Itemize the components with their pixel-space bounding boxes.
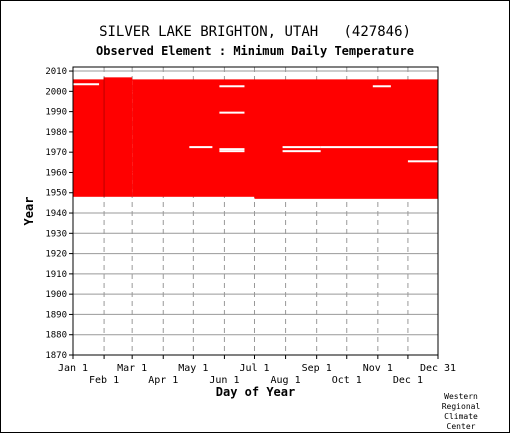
- y-tick-label: 1920: [45, 250, 67, 260]
- x-tick-label: Dec 31: [420, 363, 456, 374]
- missing-data-segment: [372, 85, 391, 88]
- y-tick-label: 1960: [45, 168, 67, 178]
- chart-title: SILVER LAKE BRIGHTON, UTAH (427846): [99, 24, 411, 40]
- missing-data-segment: [219, 150, 245, 153]
- x-tick-label: Jul 1: [239, 363, 269, 374]
- wrcc-credit: Western Regional Climate Center: [431, 392, 491, 432]
- x-tick-label: Aug 1: [271, 375, 301, 386]
- missing-data-segment: [189, 146, 213, 149]
- y-tick-label: 1970: [45, 148, 67, 158]
- credit-line: Center: [446, 422, 476, 431]
- data-block: [104, 77, 133, 197]
- missing-data-segment: [219, 85, 245, 88]
- data-block: [254, 79, 438, 199]
- missing-data-segment: [219, 148, 245, 151]
- y-tick-label: 1990: [45, 108, 67, 118]
- y-tick-label: 1950: [45, 189, 67, 199]
- y-tick-label: 1940: [45, 209, 67, 219]
- missing-data-segment: [282, 150, 321, 153]
- missing-data-segment: [407, 160, 438, 163]
- x-tick-label: Apr 1: [148, 375, 178, 386]
- y-tick-label: 1880: [45, 331, 67, 341]
- plot-border: [72, 66, 439, 356]
- y-tick-label: 2010: [45, 67, 67, 77]
- x-axis-label: Day of Year: [216, 385, 295, 399]
- x-tick-label: Dec 1: [393, 375, 423, 386]
- x-tick-label: Oct 1: [332, 375, 362, 386]
- y-tick-label: 1900: [45, 290, 67, 300]
- y-tick-label: 1930: [45, 229, 67, 239]
- credit-line: Regional: [441, 402, 481, 411]
- missing-data-segment: [282, 146, 321, 149]
- y-axis-label: Year: [22, 197, 36, 226]
- x-tick-label: Mar 1: [117, 363, 147, 374]
- x-tick-label: Sep 1: [302, 363, 332, 374]
- x-tick-label: Nov 1: [363, 363, 393, 374]
- x-tick-label: May 1: [178, 363, 208, 374]
- y-tick-label: 1910: [45, 270, 67, 280]
- x-tick-label: Feb 1: [89, 375, 119, 386]
- missing-data-segment: [219, 111, 245, 114]
- credit-line: Climate: [444, 412, 478, 421]
- y-tick-label: 2000: [45, 87, 67, 97]
- x-tick-label: Jun 1: [209, 375, 239, 386]
- data-block: [73, 79, 105, 197]
- missing-data-segment: [73, 83, 100, 86]
- chart-subtitle: Observed Element : Minimum Daily Tempera…: [96, 44, 414, 58]
- missing-data-segment: [320, 146, 438, 149]
- x-tick-label: Jan 1: [58, 363, 88, 374]
- credit-line: Western: [444, 392, 478, 401]
- y-tick-label: 1890: [45, 310, 67, 320]
- y-tick-label: 1980: [45, 128, 67, 138]
- y-tick-label: 1870: [45, 351, 67, 361]
- data-block: [132, 79, 255, 197]
